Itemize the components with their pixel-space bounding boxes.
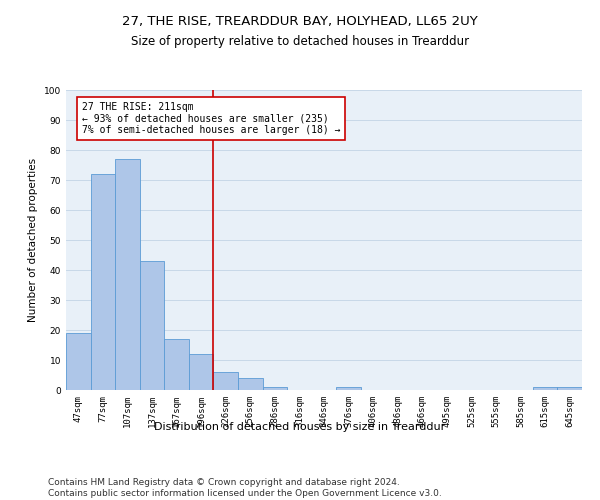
Bar <box>66 333 91 390</box>
Bar <box>115 159 140 390</box>
Bar <box>336 387 361 390</box>
Bar <box>533 387 557 390</box>
Bar <box>214 372 238 390</box>
Y-axis label: Number of detached properties: Number of detached properties <box>28 158 38 322</box>
Bar <box>189 354 214 390</box>
Text: 27, THE RISE, TREARDDUR BAY, HOLYHEAD, LL65 2UY: 27, THE RISE, TREARDDUR BAY, HOLYHEAD, L… <box>122 15 478 28</box>
Text: Distribution of detached houses by size in Trearddur: Distribution of detached houses by size … <box>154 422 446 432</box>
Text: 27 THE RISE: 211sqm
← 93% of detached houses are smaller (235)
7% of semi-detach: 27 THE RISE: 211sqm ← 93% of detached ho… <box>82 102 340 135</box>
Bar <box>238 378 263 390</box>
Text: Contains HM Land Registry data © Crown copyright and database right 2024.
Contai: Contains HM Land Registry data © Crown c… <box>48 478 442 498</box>
Text: Size of property relative to detached houses in Trearddur: Size of property relative to detached ho… <box>131 35 469 48</box>
Bar <box>140 261 164 390</box>
Bar <box>91 174 115 390</box>
Bar <box>263 387 287 390</box>
Bar <box>557 387 582 390</box>
Bar <box>164 339 189 390</box>
